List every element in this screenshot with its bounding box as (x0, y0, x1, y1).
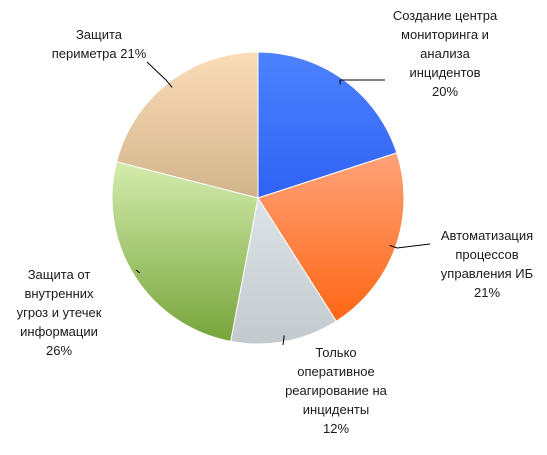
slice-label-line: инциденты (303, 402, 369, 417)
slice-label-line: реагирование на (285, 383, 388, 398)
slice-label-line: анализа (420, 46, 470, 61)
slice-label-line: внутренних (24, 286, 94, 301)
slice-label-5: Защита периметра 21% (52, 27, 147, 61)
slice-label-line: мониторинга и (401, 27, 489, 42)
slice-label-line: 26% (46, 343, 72, 358)
pie-slice-3 (230, 196, 337, 345)
slice-labels: Создание центра мониторинга и анализа инцид… (17, 8, 534, 436)
leader-lines (135, 61, 431, 346)
slice-label-line: угроз и утечек (17, 305, 102, 320)
pie-slices (111, 51, 405, 345)
leader-line-1 (339, 79, 385, 85)
slice-label-line: управления ИБ (441, 266, 533, 281)
leader-line-5 (146, 61, 173, 88)
slice-label-4: Защита от внутренних угроз и утечек информа… (17, 267, 102, 358)
leader-line-4 (135, 269, 141, 274)
leader-line-3 (282, 335, 285, 346)
leader-line-2 (389, 243, 431, 249)
slice-label-line: 21% (474, 285, 500, 300)
slice-label-line: периметра 21% (52, 46, 147, 61)
slice-label-2: Автоматизация процессов управления ИБ 21% (441, 228, 533, 300)
slice-label-line: 20% (432, 84, 458, 99)
slice-label-3: Только оперативное реагирование на инцидент… (285, 345, 388, 436)
slice-label-line: Только (315, 345, 356, 360)
slice-label-line: 12% (323, 421, 349, 436)
slice-label-line: инцидентов (409, 65, 480, 80)
slice-label-line: оперативное (297, 364, 374, 379)
slice-label-line: информации (20, 324, 98, 339)
slice-label-1: Создание центра мониторинга и анализа инцид… (393, 8, 498, 99)
pie-slice-4 (111, 161, 259, 342)
slice-label-line: Автоматизация (441, 228, 533, 243)
slice-label-line: Защита (76, 27, 123, 42)
slice-label-line: Защита от (28, 267, 91, 282)
slice-label-line: процессов (455, 247, 518, 262)
slice-label-line: Создание центра (393, 8, 498, 23)
